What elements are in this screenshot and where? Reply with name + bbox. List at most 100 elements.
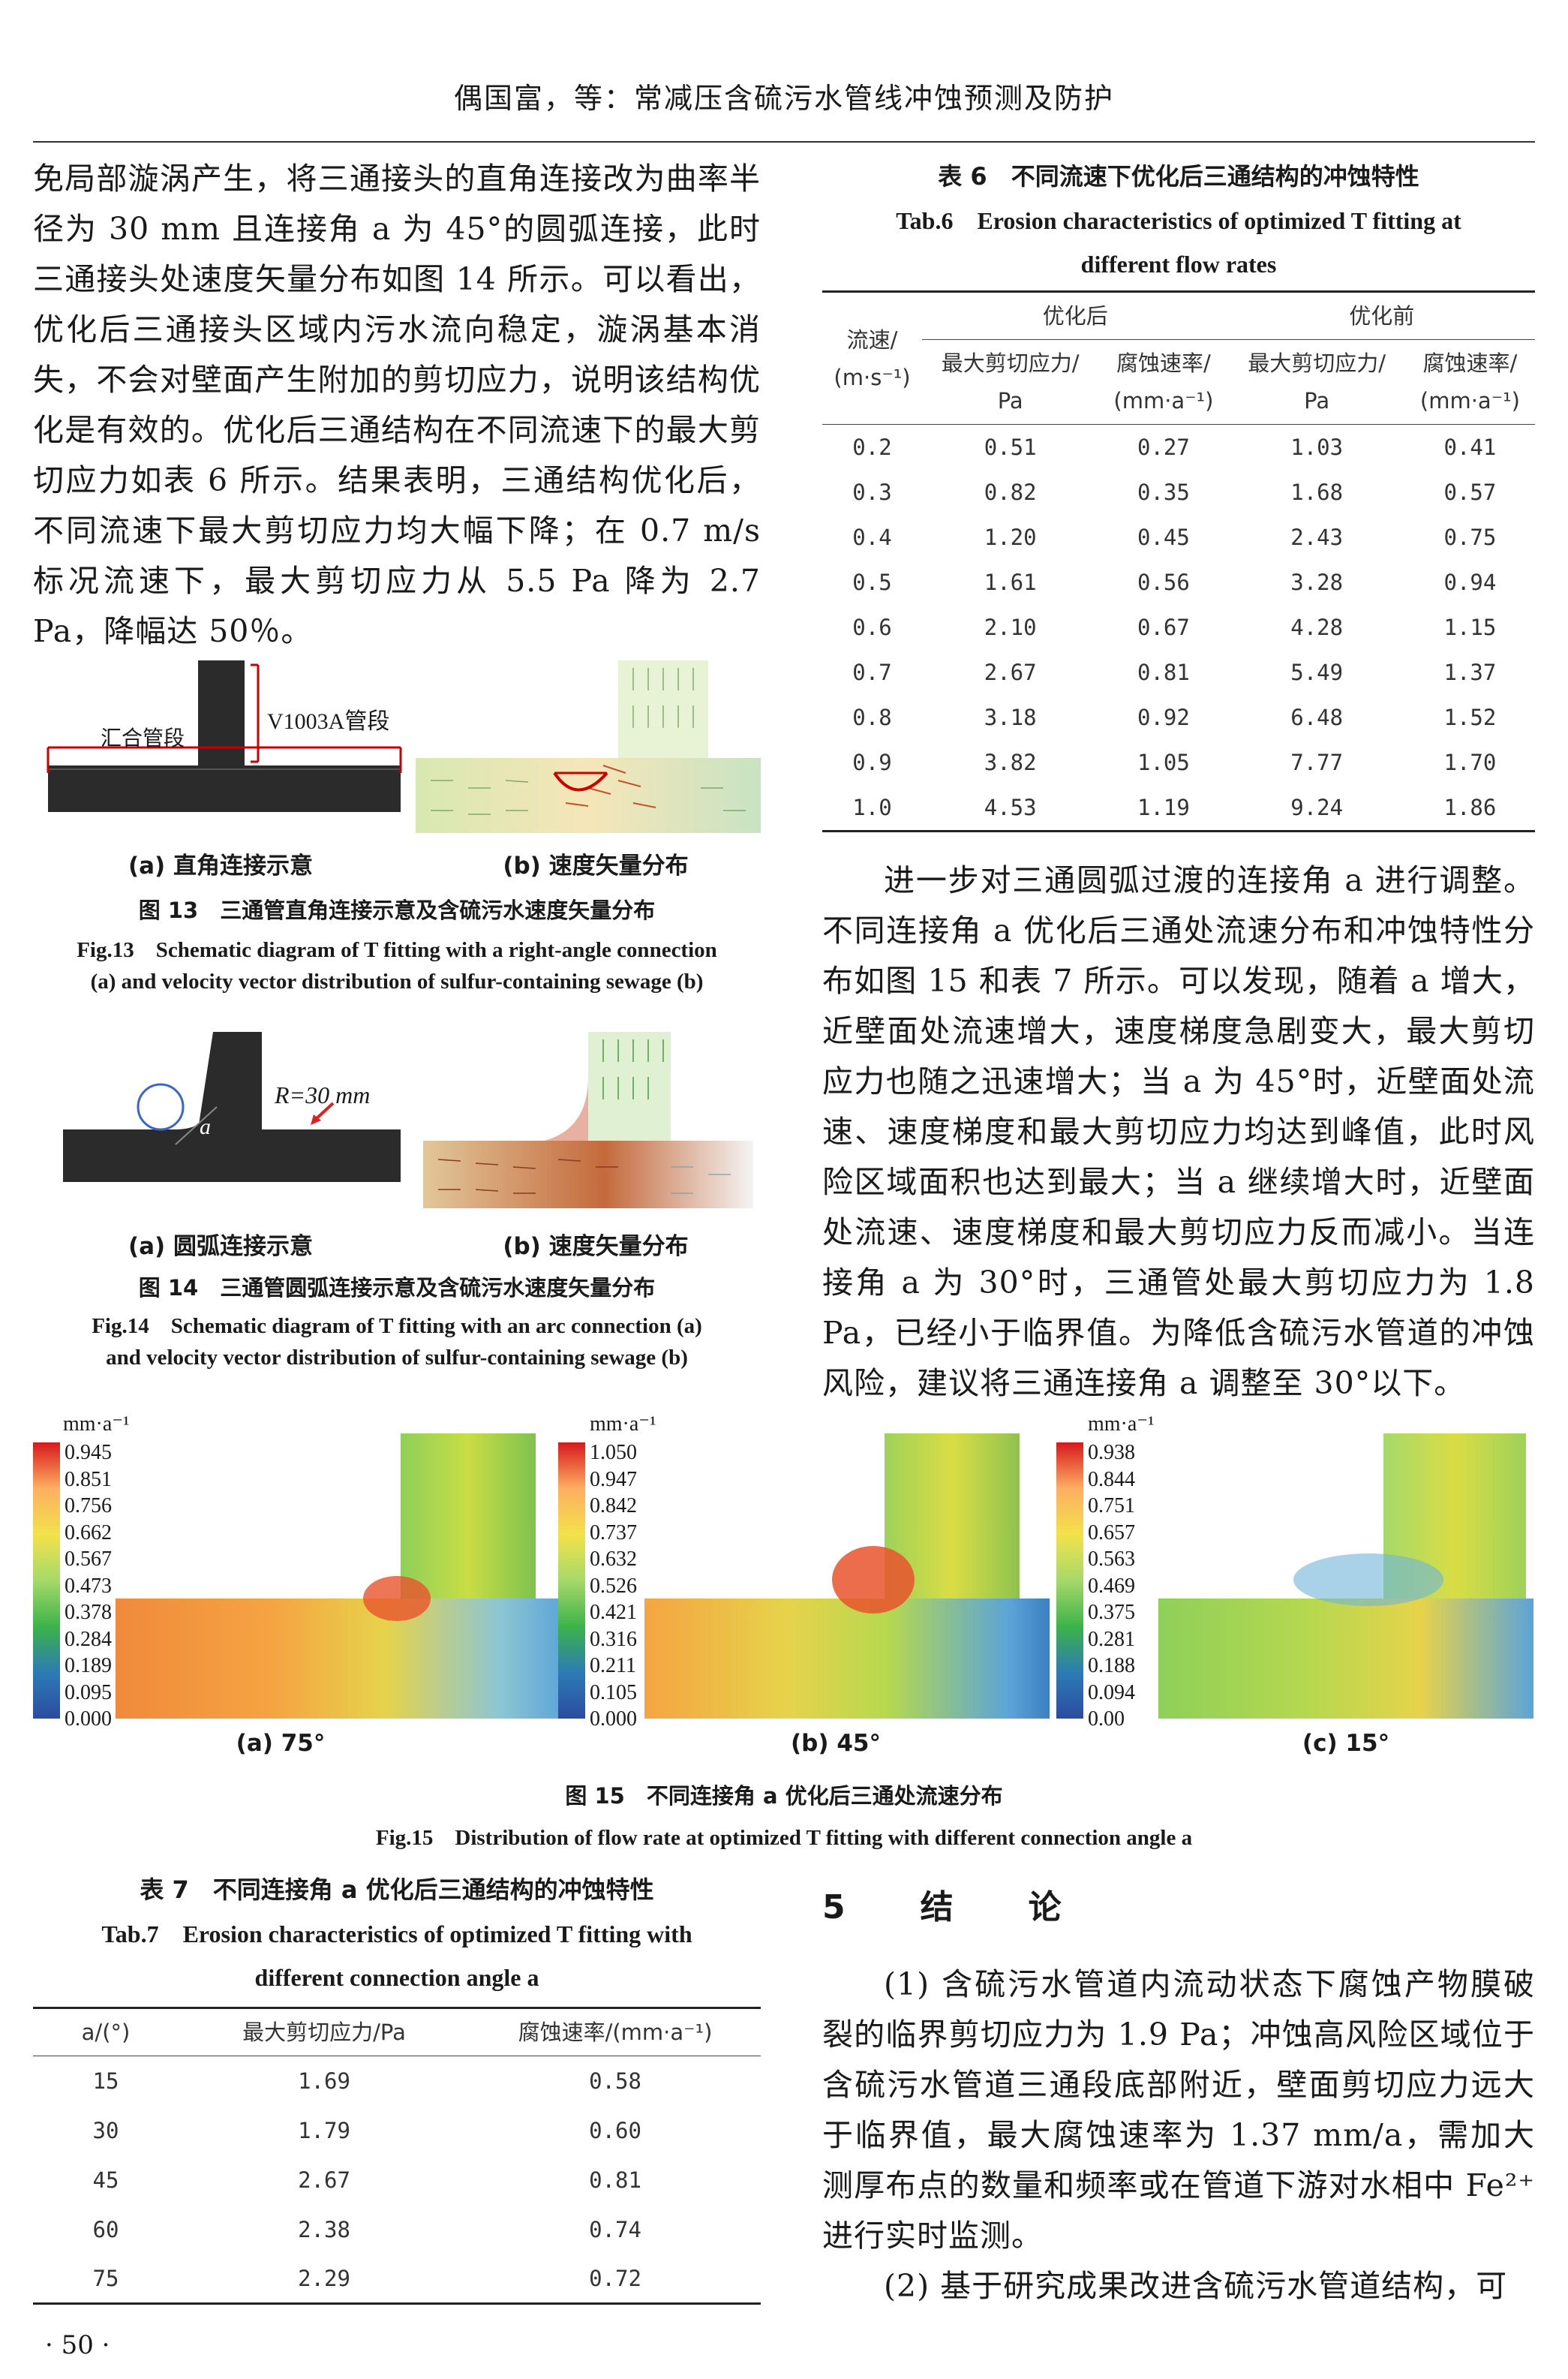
table-cell: 7.77 — [1290, 750, 1344, 775]
table-cell: 4.53 — [984, 795, 1037, 820]
fig13-caption-en-1: Fig.13 Schematic diagram of T fitting wi… — [77, 938, 717, 962]
table-cell: 0.6 — [852, 615, 892, 640]
table-row: 0.9 3.82 1.05 7.77 1.70 — [822, 740, 1535, 785]
section-5-title: 5 结 论 — [822, 1888, 1083, 1926]
colorbar-tick-label: 0.378 — [65, 1601, 112, 1624]
table7-caption-en-1: Tab.7 Erosion characteristics of optimiz… — [101, 1920, 692, 1947]
table-cell: 0.58 — [589, 2068, 641, 2094]
fig15c-unit: mm·a⁻¹ — [1088, 1412, 1155, 1436]
table-cell: 0.8 — [852, 705, 892, 730]
table-cell: 1.03 — [1290, 435, 1344, 460]
table6-col-shear-before-label: 最大剪切应力/ — [1248, 350, 1386, 376]
fig14-sub-a: (a) 圆弧连接示意 — [128, 1233, 314, 1260]
figure-13: 汇合管段 V1003A管段 (a) 直角连接示意 (b) 速度矢量分布 图 1 — [33, 660, 761, 1028]
table-cell: 0.67 — [1137, 615, 1190, 640]
table-cell: 1.19 — [1137, 795, 1190, 820]
table-cell: 45 — [92, 2167, 119, 2193]
colorbar-tick-label: 0.375 — [1088, 1601, 1135, 1624]
colorbar-tick-label: 0.281 — [1088, 1627, 1135, 1651]
table7-col-angle: a/(°) — [81, 2020, 131, 2045]
colorbar-tick-label: 0.188 — [1088, 1654, 1135, 1677]
table-cell: 1.20 — [984, 525, 1037, 550]
section-5: 5 结 论 (1) 含硫污水管道内流动状态下腐蚀产物膜破裂的临界剪切应力为 1.… — [822, 1880, 1535, 2311]
colorbar-tick-label: 0.473 — [65, 1574, 112, 1598]
colorbar-tick-label: 0.421 — [590, 1601, 637, 1624]
table-cell: 1.61 — [984, 570, 1037, 595]
table6-col-shear-after: 最大剪切应力/Pa — [922, 340, 1098, 425]
table-cell: 0.56 — [1137, 570, 1190, 595]
table-cell: 3.82 — [984, 750, 1037, 775]
table-cell: 0.57 — [1443, 480, 1497, 505]
table-cell: 6.48 — [1290, 705, 1344, 730]
colorbar-tick-label: 0.000 — [590, 1707, 637, 1731]
table-cell: 1.0 — [852, 795, 892, 820]
fig15c-colorbar — [1056, 1442, 1083, 1719]
fig15b-unit: mm·a⁻¹ — [590, 1412, 656, 1436]
header-rule — [33, 141, 1535, 143]
table6: 流速/ (m·s⁻¹) 优化后 优化前 最大剪切应力/Pa 腐蚀速率/ (mm·a… — [822, 290, 1535, 832]
table7-caption-cn: 表 7 不同连接角 a 优化后三通结构的冲蚀特性 — [140, 1875, 654, 1904]
table6-col-shear-after-label: 最大剪切应力/ — [941, 350, 1080, 376]
table-cell: 3.18 — [984, 705, 1037, 730]
fig13-sub-a: (a) 直角连接示意 — [128, 853, 314, 880]
table6-col-rate-after-unit: (mm·a⁻¹) — [1113, 388, 1214, 414]
colorbar-tick-label: 0.526 — [590, 1574, 637, 1598]
fig14-caption-cn: 图 14 三通管圆弧连接示意及含硫污水速度矢量分布 — [138, 1275, 656, 1301]
table-cell: 0.5 — [852, 570, 892, 595]
colorbar-tick-label: 0.316 — [590, 1627, 637, 1651]
colorbar-tick-label: 1.050 — [590, 1441, 637, 1464]
table6-caption-en-1: Tab.6 Erosion characteristics of optimiz… — [896, 207, 1461, 234]
table-cell: 0.45 — [1137, 525, 1190, 550]
colorbar-tick-label: 0.751 — [1088, 1494, 1135, 1517]
colorbar-tick-label: 0.737 — [590, 1520, 637, 1544]
table7: a/(°) 最大剪切应力/Pa 腐蚀速率/(mm·a⁻¹) 15 1.69 0.58… — [33, 2007, 761, 2305]
table-cell: 2.67 — [984, 660, 1037, 685]
table-cell: 3.28 — [1290, 570, 1344, 595]
table-cell: 4.28 — [1290, 615, 1344, 640]
table-cell: 75 — [92, 2265, 119, 2291]
fig13-caption-en-2: (a) and velocity vector distribution of … — [90, 970, 704, 994]
table6-caption-cn: 表 6 不同流速下优化后三通结构的冲蚀特性 — [938, 162, 1419, 191]
table6-col-speed-label: 流速/ — [846, 326, 898, 353]
table-cell: 0.92 — [1137, 705, 1190, 730]
table-cell: 5.49 — [1290, 660, 1344, 685]
fig13-schematic — [47, 660, 402, 812]
table-7-block: 表 7 不同连接角 a 优化后三通结构的冲蚀特性 Tab.7 Erosion c… — [33, 1867, 761, 2305]
fig15b-colorbar — [558, 1442, 585, 1719]
table-cell: 1.15 — [1443, 615, 1497, 640]
table7-col-shear: 最大剪切应力/Pa — [242, 2020, 406, 2045]
table-row: 15 1.69 0.58 — [33, 2056, 761, 2106]
table-cell: 0.2 — [852, 435, 892, 460]
fig14-schematic — [63, 1032, 401, 1182]
table-row: 0.4 1.20 0.45 2.43 0.75 — [822, 515, 1535, 560]
section-5-paragraph-2: (2) 基于研究成果改进含硫污水管道结构，可 — [884, 2268, 1508, 2304]
table-row: 0.5 1.61 0.56 3.28 0.94 — [822, 560, 1535, 605]
figure-15: mm·a⁻¹ 0.945 0.851 0.756 0.662 0.567 0.473 0.3… — [33, 1411, 1535, 1854]
table6-col-shear-before: 最大剪切应力/Pa — [1228, 340, 1404, 425]
table-cell: 1.86 — [1443, 795, 1497, 820]
colorbar-tick-label: 0.657 — [1088, 1520, 1135, 1544]
colorbar-tick-label: 0.211 — [590, 1654, 636, 1677]
colorbar-tick-label: 0.945 — [65, 1441, 112, 1464]
table-cell: 2.29 — [298, 2265, 350, 2291]
table6-col-rate-before: 腐蚀速率/ (mm·a⁻¹) — [1405, 340, 1535, 425]
table-cell: 30 — [92, 2117, 119, 2143]
table6-col-rate-after: 腐蚀速率/ (mm·a⁻¹) — [1098, 340, 1228, 425]
table-cell: 2.43 — [1290, 525, 1344, 550]
colorbar-tick-label: 0.284 — [65, 1627, 112, 1651]
table-cell: 1.52 — [1443, 705, 1497, 730]
fig15-caption-cn: 图 15 不同连接角 a 优化后三通处流速分布 — [565, 1783, 1003, 1809]
colorbar-tick-label: 0.567 — [65, 1547, 112, 1571]
table-cell: 0.72 — [589, 2265, 641, 2291]
colorbar-tick-label: 0.938 — [1088, 1441, 1135, 1464]
table-row: 0.7 2.67 0.81 5.49 1.37 — [822, 650, 1535, 695]
fig15a-streamlines — [116, 1433, 566, 1719]
table-cell: 1.70 — [1443, 750, 1497, 775]
table6-col-shear-before-unit: Pa — [1304, 388, 1330, 414]
fig15a-unit: mm·a⁻¹ — [63, 1412, 130, 1436]
table-row: 0.6 2.10 0.67 4.28 1.15 — [822, 605, 1535, 650]
colorbar-tick-label: 0.662 — [65, 1520, 112, 1544]
colorbar-tick-label: 0.842 — [590, 1494, 637, 1517]
fig14-radius-label: R=30 mm — [275, 1081, 371, 1108]
table6-group-before: 优化前 — [1228, 291, 1535, 340]
